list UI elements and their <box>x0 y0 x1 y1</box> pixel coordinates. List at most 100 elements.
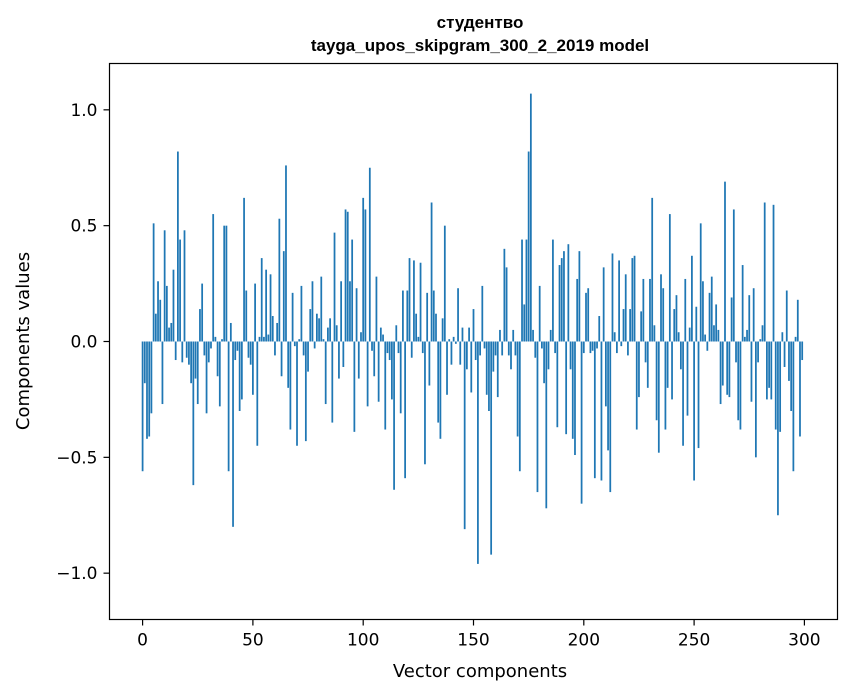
bar <box>794 336 797 342</box>
bar <box>302 341 305 356</box>
bar <box>432 290 435 342</box>
bar <box>386 341 389 354</box>
bar <box>741 265 744 342</box>
bar <box>210 341 212 349</box>
bar <box>143 341 146 384</box>
bar <box>188 341 190 365</box>
bar <box>421 341 424 354</box>
bar <box>527 151 530 342</box>
y-tick-label: −1.0 <box>56 564 97 584</box>
bar <box>234 341 237 361</box>
bar <box>721 341 724 386</box>
bar <box>223 225 226 342</box>
bar <box>291 292 294 342</box>
bar <box>450 341 453 365</box>
bar <box>699 223 702 342</box>
bar <box>454 341 457 344</box>
bar <box>249 341 252 365</box>
y-tick-label: 1.0 <box>70 101 97 121</box>
bar <box>256 341 259 446</box>
x-axis-ticks: 0 50 100 150 200 250 300 <box>137 619 821 651</box>
bar <box>388 341 391 361</box>
bar <box>329 318 331 342</box>
bar <box>589 341 592 354</box>
bar <box>624 274 627 342</box>
bar <box>644 341 647 363</box>
bar <box>201 283 204 342</box>
bar <box>675 295 678 342</box>
bar <box>556 341 559 428</box>
chart-title: студентво <box>437 13 524 32</box>
bar <box>754 341 757 458</box>
bar <box>642 278 645 342</box>
bar <box>728 341 731 398</box>
bar <box>148 341 151 437</box>
bar <box>549 329 552 342</box>
bar <box>607 341 609 451</box>
bar <box>298 339 301 342</box>
bar <box>225 225 228 342</box>
bar <box>646 341 649 388</box>
bar <box>660 274 662 342</box>
bar <box>344 209 347 342</box>
bar <box>324 341 327 405</box>
bar <box>534 341 537 358</box>
bar <box>282 251 285 342</box>
bar <box>278 218 281 342</box>
bar <box>593 341 596 479</box>
bar <box>280 341 283 377</box>
bar <box>613 332 616 342</box>
bar <box>190 341 192 384</box>
bar <box>377 341 380 402</box>
bar <box>529 93 532 342</box>
bar <box>783 341 786 367</box>
bar <box>651 197 654 342</box>
bar <box>384 341 387 430</box>
bar <box>492 341 495 372</box>
bar <box>640 311 643 342</box>
bar <box>748 295 751 342</box>
bar <box>485 341 488 395</box>
bar <box>174 341 177 361</box>
bar <box>457 288 459 342</box>
bar <box>560 258 563 342</box>
bar <box>271 316 274 342</box>
x-tick-label: 150 <box>457 631 489 651</box>
bar <box>205 341 208 414</box>
bar <box>470 341 473 393</box>
bar <box>304 341 307 442</box>
y-tick-label: 0.5 <box>70 217 97 237</box>
bar <box>512 329 515 342</box>
bar <box>258 336 261 342</box>
bar <box>185 341 188 358</box>
bar <box>710 276 713 342</box>
bar <box>338 341 340 379</box>
bar <box>353 341 356 432</box>
bar <box>708 292 711 342</box>
bar <box>227 341 230 472</box>
x-tick-label: 200 <box>568 631 600 651</box>
bar <box>452 336 455 342</box>
bar <box>616 341 618 354</box>
bar <box>730 297 733 342</box>
bar <box>395 325 398 342</box>
y-axis-label: Components values <box>13 252 34 430</box>
bar <box>379 327 382 342</box>
bar <box>750 341 753 402</box>
bar <box>578 251 581 342</box>
bar <box>633 255 636 342</box>
bar <box>375 276 378 342</box>
bar <box>276 322 279 342</box>
bar <box>785 290 788 342</box>
bar <box>629 309 632 342</box>
bar <box>503 248 506 342</box>
bar <box>743 336 746 342</box>
bar <box>638 341 640 398</box>
bar <box>510 341 512 370</box>
bar <box>779 341 782 432</box>
bar <box>768 341 770 388</box>
bar <box>446 341 448 395</box>
bar <box>426 292 429 342</box>
bar <box>238 341 241 411</box>
bar <box>289 341 292 430</box>
